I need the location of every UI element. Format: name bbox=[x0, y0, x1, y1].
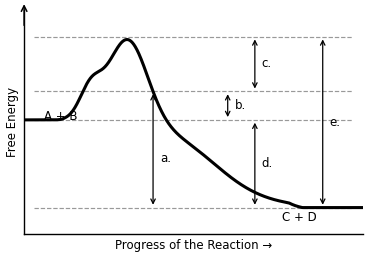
Text: C + D: C + D bbox=[282, 211, 317, 224]
Text: d.: d. bbox=[262, 157, 273, 170]
Text: a.: a. bbox=[160, 152, 171, 165]
Text: b.: b. bbox=[234, 99, 246, 112]
Text: c.: c. bbox=[262, 58, 272, 70]
Y-axis label: Free Energy: Free Energy bbox=[6, 87, 18, 157]
Text: A + B: A + B bbox=[45, 110, 78, 123]
X-axis label: Progress of the Reaction →: Progress of the Reaction → bbox=[115, 239, 272, 252]
Text: e.: e. bbox=[330, 116, 341, 128]
